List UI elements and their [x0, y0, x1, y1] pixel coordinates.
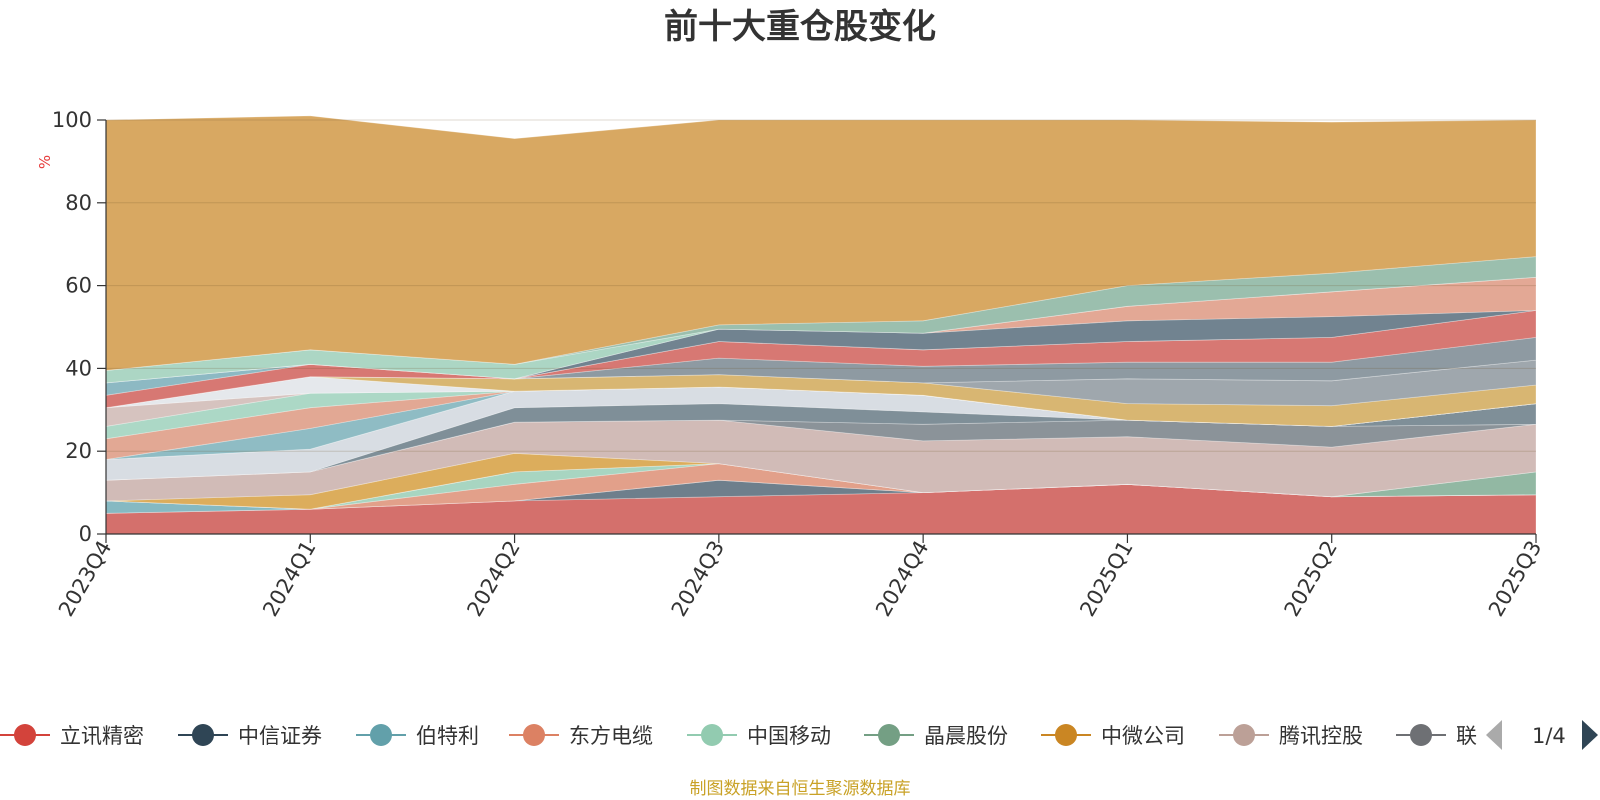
area-series-group	[105, 115, 1537, 535]
y-tick-label: 0	[79, 522, 92, 546]
y-axis-ticks: 0 20 40 60 80 100	[52, 108, 106, 546]
data-source-note: 制图数据来自恒生聚源数据库	[690, 779, 911, 799]
legend-item[interactable]: 晶晨股份	[864, 724, 1008, 748]
y-tick-label: 20	[65, 439, 92, 463]
legend-label: 联	[1456, 724, 1477, 748]
legend-marker-icon	[701, 724, 723, 746]
legend-marker-icon	[192, 724, 214, 746]
legend-label: 中国移动	[747, 724, 831, 748]
y-axis-unit-label: %	[36, 155, 54, 169]
x-tick-label: 2025Q2	[1280, 537, 1342, 621]
legend-next-page-icon[interactable]	[1582, 720, 1598, 750]
legend-item[interactable]: 中国移动	[687, 724, 831, 748]
legend-label: 东方电缆	[569, 724, 653, 748]
legend-label: 立讯精密	[60, 724, 144, 748]
legend: 立讯精密 中信证券 伯特利 东方电缆 中国移动 晶晨股份 中微公司 腾讯控股 联	[0, 724, 1477, 748]
legend-label: 中微公司	[1101, 724, 1185, 748]
x-tick-label: 2024Q4	[871, 537, 933, 621]
legend-label: 晶晨股份	[924, 724, 1008, 748]
y-tick-label: 100	[52, 108, 92, 132]
x-tick-label: 2025Q1	[1075, 537, 1137, 621]
legend-marker-icon	[1410, 724, 1432, 746]
legend-marker-icon	[523, 724, 545, 746]
legend-page-indicator: 1/4	[1532, 724, 1566, 748]
y-tick-label: 80	[65, 191, 92, 215]
chart-title: 前十大重仓股变化	[664, 7, 936, 47]
area-series-22[interactable]	[105, 276, 1537, 384]
x-axis-ticks: 2023Q4 2024Q1 2024Q2 2024Q3 2024Q4 2025Q1 2025…	[54, 534, 1546, 621]
legend-pager: 1/4	[1486, 720, 1598, 750]
x-tick-label: 2024Q2	[462, 537, 524, 621]
x-tick-label: 2025Q3	[1484, 537, 1546, 621]
y-tick-label: 60	[65, 274, 92, 298]
grid-lines	[106, 119, 1536, 452]
legend-item[interactable]: 立讯精密	[0, 724, 144, 748]
legend-item[interactable]: 中信证券	[178, 724, 322, 748]
legend-item[interactable]: 东方电缆	[509, 724, 653, 748]
legend-item[interactable]: 腾讯控股	[1219, 724, 1363, 748]
legend-label: 中信证券	[238, 724, 322, 748]
legend-marker-icon	[878, 724, 900, 746]
axes	[105, 120, 1536, 535]
legend-marker-icon	[1233, 724, 1255, 746]
legend-item[interactable]: 伯特利	[356, 724, 479, 748]
x-tick-label: 2023Q4	[54, 537, 116, 621]
area-series-17[interactable]	[105, 359, 1537, 409]
area-series-16[interactable]	[105, 374, 1537, 427]
x-tick-label: 2024Q1	[258, 537, 320, 621]
legend-label: 腾讯控股	[1279, 724, 1363, 748]
legend-label: 伯特利	[416, 724, 479, 748]
x-tick-label: 2024Q3	[667, 537, 729, 621]
legend-marker-icon	[370, 724, 392, 746]
legend-marker-icon	[1055, 724, 1077, 746]
area-series-18[interactable]	[105, 336, 1537, 409]
area-series-25[interactable]	[105, 115, 1537, 371]
legend-item[interactable]: 中微公司	[1041, 724, 1185, 748]
y-tick-label: 40	[65, 356, 92, 380]
legend-items: 立讯精密 中信证券 伯特利 东方电缆 中国移动 晶晨股份 中微公司 腾讯控股 联	[0, 724, 1477, 748]
legend-prev-page-icon[interactable]	[1486, 720, 1502, 750]
legend-marker-icon	[14, 724, 36, 746]
area-series-24[interactable]	[105, 256, 1537, 371]
legend-item[interactable]: 联	[1396, 724, 1477, 748]
